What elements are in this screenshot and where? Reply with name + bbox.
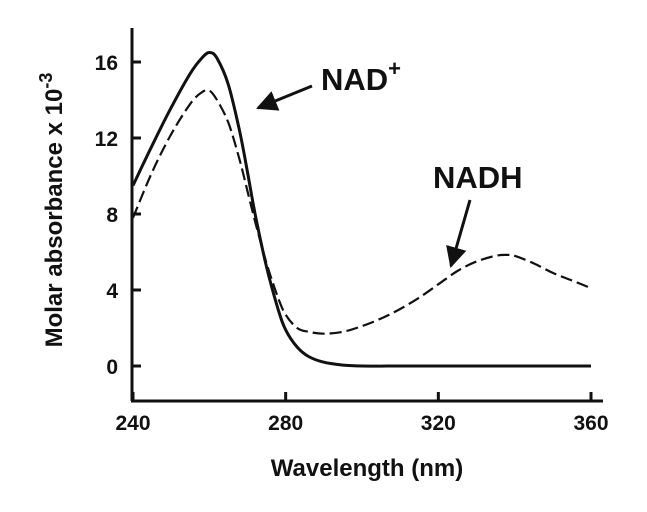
y-axis-title-main: Molar absorbance x 10 (41, 89, 68, 348)
x-axis-title: Wavelength (nm) (271, 455, 463, 482)
y-axis-title: Molar absorbance x 10-3 (36, 73, 68, 348)
y-tick-label: 8 (106, 204, 118, 227)
plot-lines (131, 51, 592, 368)
x-tick-label: 360 (573, 412, 608, 435)
x-tick-label: 240 (115, 412, 150, 435)
annotation-nad: NAD+ (256, 56, 401, 111)
series-line-nad (131, 51, 591, 368)
series-line-nadh (131, 88, 592, 335)
x-ticks: 240 280 320 360 (115, 392, 609, 435)
x-tick-label: 320 (421, 412, 456, 435)
y-tick-label: 16 (95, 52, 118, 75)
y-ticks: 0 4 8 12 16 (95, 52, 141, 379)
y-tick-label: 0 (106, 356, 118, 379)
svg-text:NAD+: NAD+ (321, 56, 401, 97)
annotation-nadh: NADH (433, 160, 523, 269)
svg-text:Molar absorbance x 10-3: Molar absorbance x 10-3 (36, 73, 68, 348)
annotation-nad-label: NAD (321, 62, 388, 97)
y-axis-title-exponent: -3 (36, 73, 56, 89)
annotation-nad-superscript: + (388, 56, 401, 81)
annotation-nadh-label: NADH (433, 160, 523, 195)
y-tick-label: 4 (106, 280, 118, 303)
annotation-nadh-arrow (446, 199, 472, 269)
y-tick-label: 12 (95, 128, 118, 151)
annotation-nad-arrow (256, 84, 313, 111)
x-tick-label: 280 (268, 412, 303, 435)
